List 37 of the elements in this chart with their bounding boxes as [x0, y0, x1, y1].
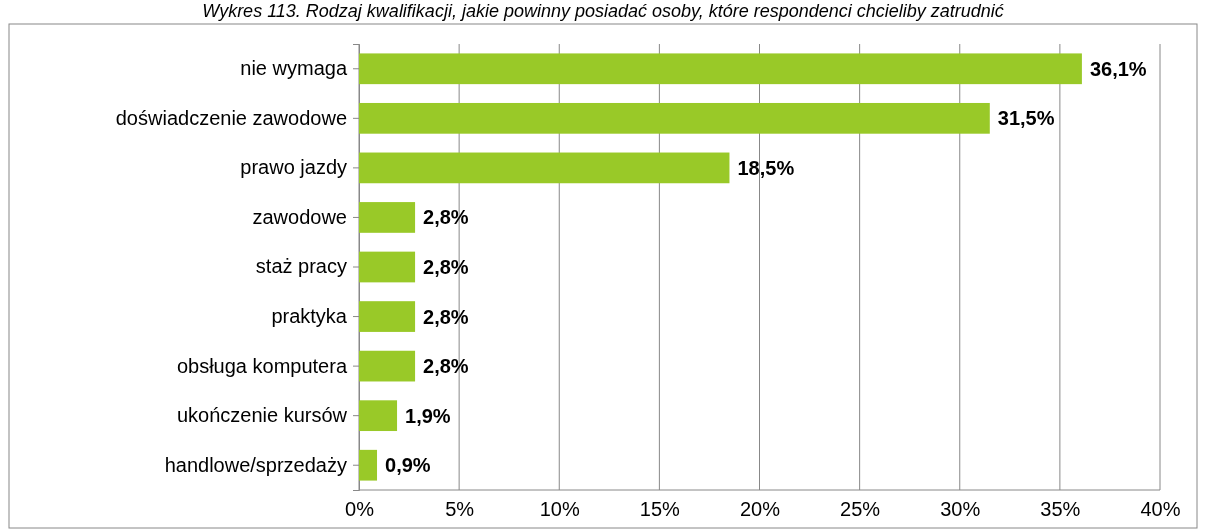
- x-tick-label: 25%: [840, 498, 881, 521]
- data-label: 18,5%: [737, 156, 795, 179]
- x-tick-label: 0%: [345, 498, 375, 521]
- y-tick-label: zawodowe: [252, 205, 347, 228]
- x-tick-label: 5%: [445, 498, 475, 521]
- data-label: 1,9%: [405, 404, 451, 427]
- bar: [359, 152, 730, 184]
- y-tick-label: ukończenie kursów: [176, 404, 348, 427]
- data-label: 2,8%: [423, 206, 469, 229]
- y-tick-label: doświadczenie zawodowe: [115, 106, 347, 129]
- x-tick-label: 15%: [639, 498, 681, 521]
- data-label: 2,8%: [423, 256, 469, 278]
- x-tick-label: 10%: [539, 498, 580, 521]
- y-tick-label: staż pracy: [255, 255, 347, 278]
- data-label: 0,9%: [385, 454, 431, 477]
- x-tick-label: 40%: [1140, 498, 1181, 521]
- bar: [359, 53, 1082, 85]
- data-label: 36,1%: [1089, 57, 1147, 80]
- y-tick-label: praktyka: [271, 304, 348, 327]
- data-label: 2,8%: [423, 305, 469, 328]
- chart-title: Wykres 113. Rodzaj kwalifikacji, jakie powinny posiadać osoby, które respondenci chcieliby zatrudnić: [202, 1, 1004, 21]
- bar: [359, 350, 416, 382]
- bar: [359, 102, 990, 134]
- y-tick-label: nie wymaga: [240, 57, 348, 80]
- bar: [359, 202, 416, 233]
- x-tick-label: 30%: [940, 498, 981, 521]
- bar: [359, 400, 398, 432]
- bar: [359, 449, 378, 481]
- bar: [359, 301, 416, 332]
- x-tick-label: 20%: [739, 498, 781, 521]
- y-tick-label: handlowe/sprzedaży: [164, 453, 347, 476]
- data-label: 2,8%: [423, 355, 469, 378]
- bar: [359, 251, 416, 283]
- data-label: 31,5%: [997, 107, 1055, 130]
- x-tick-label: 35%: [1040, 498, 1081, 521]
- y-tick-label: obsługa komputera: [176, 354, 348, 377]
- y-tick-label: prawo jazdy: [240, 156, 347, 179]
